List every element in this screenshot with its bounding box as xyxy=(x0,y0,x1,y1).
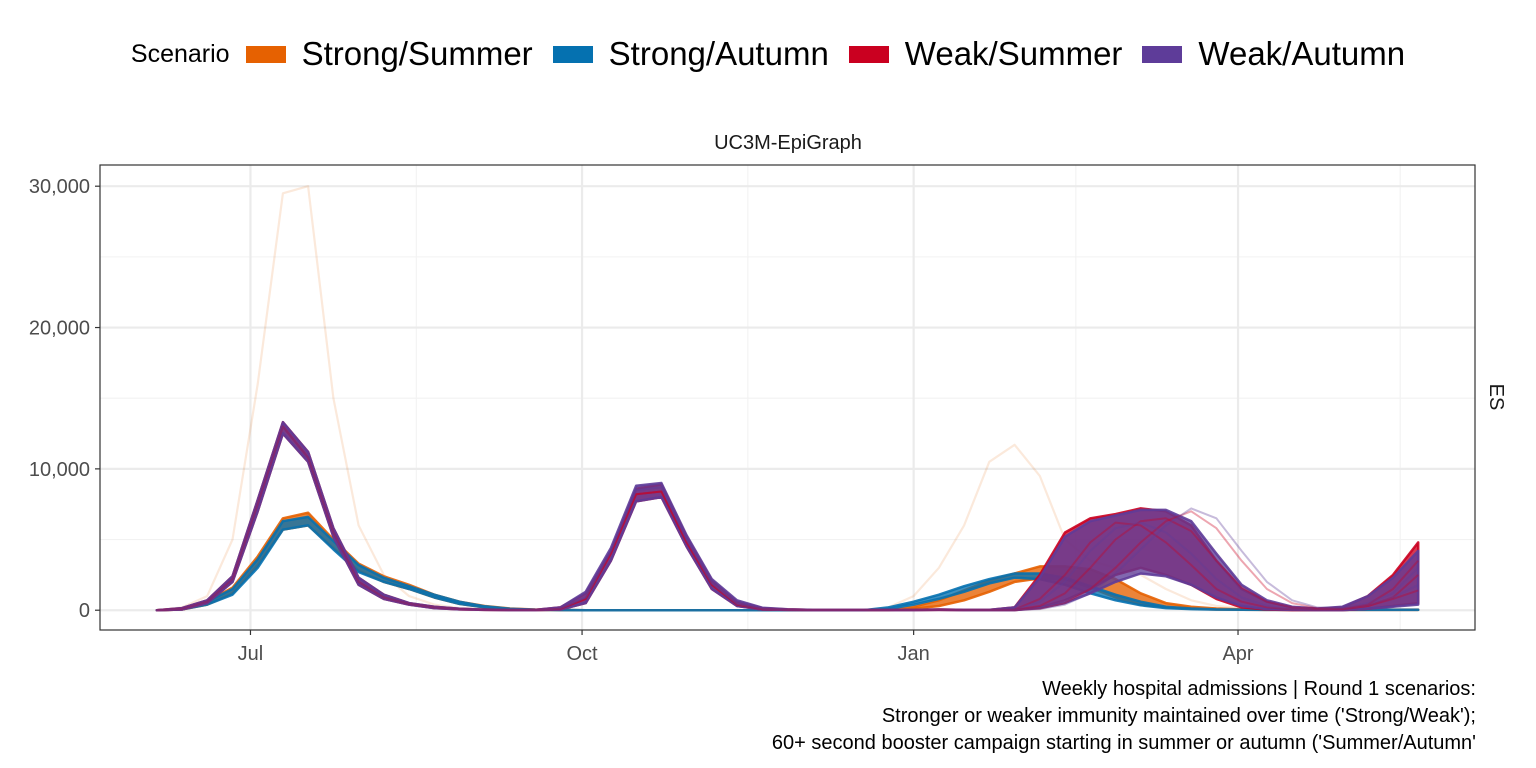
plot-panel-border xyxy=(99,164,1476,631)
x-tick-label: Apr xyxy=(1222,643,1253,665)
legend-label: Strong/Autumn xyxy=(608,35,829,72)
plot-panel-background xyxy=(100,165,1475,630)
caption-line-3: 60+ second booster campaign starting in … xyxy=(771,732,1476,754)
x-tick-label: Oct xyxy=(566,643,598,665)
trajectory-weak-summer xyxy=(156,425,1419,612)
legend-label: Weak/Summer xyxy=(904,35,1123,72)
y-axis: 0 10,000 20,000 30,000 xyxy=(29,176,100,622)
caption-line-2: Stronger or weaker immunity maintained o… xyxy=(881,705,1476,727)
legend-label: Weak/Autumn xyxy=(1198,35,1406,72)
legend-item-weak-summer: Weak/Summer xyxy=(848,35,1123,73)
legend-swatch-weak-autumn xyxy=(1142,45,1183,63)
y-tick-label: 0 xyxy=(79,600,90,622)
legend-item-strong-summer: Strong/Summer xyxy=(245,35,533,73)
band-weak-autumn xyxy=(155,420,1420,612)
y-tick-label: 20,000 xyxy=(29,318,90,340)
band-strong-autumn xyxy=(155,515,1420,612)
x-tick-label: Jul xyxy=(238,643,264,665)
legend-swatch-weak-summer xyxy=(848,45,889,63)
x-axis: Jul Oct Jan Apr xyxy=(238,630,1254,665)
trajectory-weak-autumn xyxy=(156,425,1419,612)
legend-item-weak-autumn: Weak/Autumn xyxy=(1142,35,1405,73)
legend: Scenario Strong/Summer Strong/Autumn Wea… xyxy=(0,28,1536,80)
caption-line-1: Weekly hospital admissions | Round 1 sce… xyxy=(1042,678,1476,700)
y-tick-label: 10,000 xyxy=(29,459,90,481)
legend-swatch-strong-summer xyxy=(245,45,286,63)
facet-title: UC3M-EpiGraph xyxy=(714,132,862,154)
series-layer xyxy=(155,185,1420,612)
trajectory-weak-summer xyxy=(156,425,1419,612)
legend-title: Scenario xyxy=(130,39,230,68)
x-tick-label: Jan xyxy=(898,643,930,665)
trajectory-weak-autumn xyxy=(156,425,1419,612)
trajectory-weak-summer xyxy=(156,425,1419,612)
caption: Weekly hospital admissions | Round 1 sce… xyxy=(772,676,1476,757)
y-tick-label: 30,000 xyxy=(29,176,90,198)
facet-strip-label: ES xyxy=(1485,384,1507,411)
legend-item-strong-autumn: Strong/Autumn xyxy=(552,35,829,73)
legend-swatch-strong-autumn xyxy=(552,45,593,63)
legend-label: Strong/Summer xyxy=(301,35,533,72)
